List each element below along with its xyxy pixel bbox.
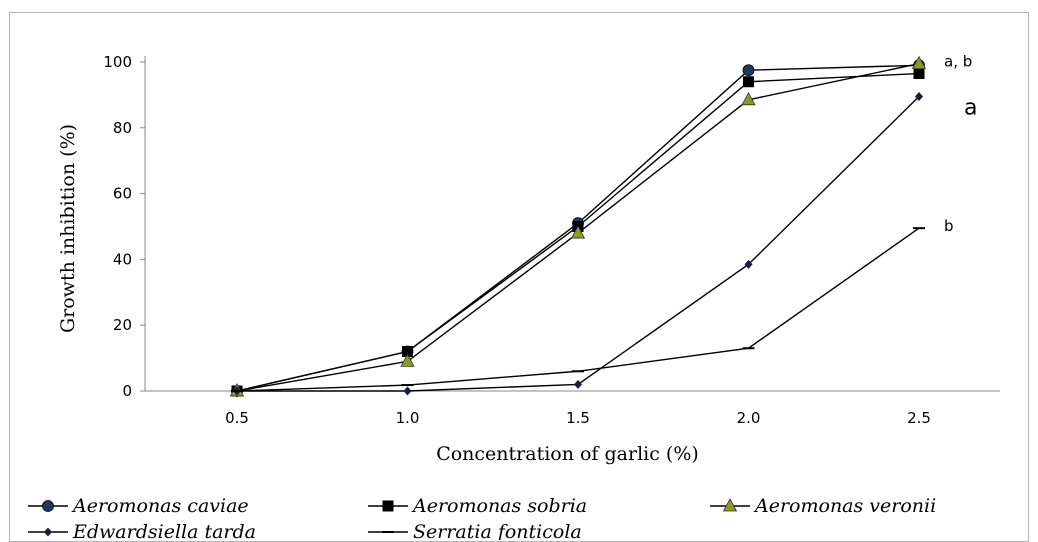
y-tick-label: 40 [113, 250, 132, 268]
x-tick-label: 1.5 [566, 409, 590, 427]
legend-item-aeromonas-veronii: Aeromonas veronii [710, 495, 936, 517]
data-point-aeromonas-veronii [911, 55, 927, 70]
data-point-edwardsiella-tarda [744, 259, 753, 269]
legend-marker [382, 500, 394, 512]
annotation-label: a [964, 96, 977, 121]
legend-label: Edwardsiella tarda [72, 521, 256, 540]
series-line-serratia-fonticola [236, 227, 920, 392]
legend-item-aeromonas-caviae: Aeromonas caviae [28, 495, 249, 517]
legend-label: Aeromonas veronii [753, 495, 936, 517]
legend-item-serratia-fonticola: Serratia fonticola [368, 521, 582, 540]
y-ticks: 0 20 40 60 80 100 [103, 53, 145, 400]
data-point-aeromonas-caviae [742, 64, 755, 77]
y-tick-label: 100 [103, 53, 132, 71]
data-point-edwardsiella-tarda [403, 386, 412, 396]
y-tick-label: 80 [113, 119, 132, 137]
data-point-edwardsiella-tarda [915, 92, 923, 102]
legend-marker [722, 498, 738, 512]
x-tick-label: 2.5 [907, 409, 931, 427]
data-point-aeromonas-sobria [913, 68, 925, 80]
data-point-aeromonas-sobria [743, 76, 754, 88]
y-axis-title: Growth inhibition (%) [57, 124, 79, 333]
data-point-aeromonas-veronii [741, 91, 756, 106]
x-tick-label: 0.5 [225, 409, 249, 427]
legend-label: Serratia fonticola [413, 521, 582, 540]
x-tick-label: 2.0 [737, 409, 761, 427]
legend-item-aeromonas-sobria: Aeromonas sobria [368, 495, 587, 517]
data-point-aeromonas-veronii [400, 353, 415, 367]
legend-item-edwardsiella-tarda: Edwardsiella tarda [28, 521, 256, 540]
y-tick-label: 60 [113, 185, 132, 203]
annotations: a, b a b [944, 53, 977, 236]
legend-label: Aeromonas sobria [411, 495, 587, 517]
y-tick-label: 0 [122, 382, 132, 400]
x-axis-title: Concentration of garlic (%) [436, 443, 699, 465]
x-tick-label: 1.0 [396, 409, 420, 427]
legend-label: Aeromonas caviae [71, 495, 249, 517]
data-point-aeromonas-sobria [402, 346, 413, 358]
legend-marker [44, 527, 52, 537]
series-lines [229, 55, 927, 397]
legend-marker [42, 500, 54, 512]
series-line-edwardsiella-tarda [237, 96, 920, 392]
legend: Aeromonas caviae Aeromonas sobria Aeromona… [28, 495, 936, 540]
annotation-label: a, b [944, 53, 972, 71]
x-ticks: 0.5 1.0 1.5 2.0 2.5 [225, 409, 931, 427]
y-tick-label: 20 [113, 316, 132, 334]
annotation-label: b [944, 217, 954, 235]
data-point-edwardsiella-tarda [574, 379, 582, 389]
data-point-aeromonas-veronii [570, 225, 586, 239]
